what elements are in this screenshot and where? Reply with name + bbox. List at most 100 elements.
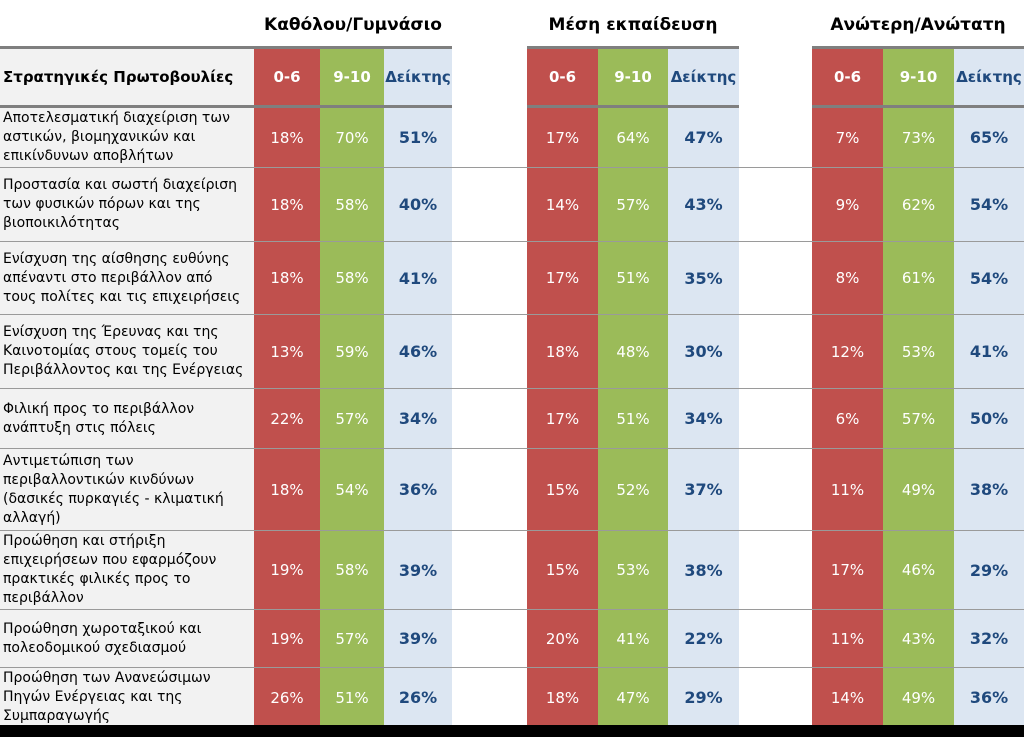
value-low-group-0: 13% [254, 314, 320, 389]
value-low-group-0: 26% [254, 667, 320, 728]
value-high-group-1: 53% [598, 530, 668, 610]
gap-cell [739, 106, 812, 168]
value-low-group-0: 18% [254, 106, 320, 168]
value-index-group-1: 29% [668, 667, 739, 728]
value-high-group-1: 41% [598, 609, 668, 668]
value-high-group-0: 54% [320, 448, 384, 531]
gap-cell [452, 314, 527, 389]
value-low-group-2: 6% [812, 388, 883, 449]
value-index-group-1: 47% [668, 106, 739, 168]
table-row: Αντιμετώπιση των περιβαλλοντικών κινδύνω… [0, 448, 1024, 531]
value-index-group-2: 54% [954, 167, 1024, 242]
value-index-group-0: 46% [384, 314, 452, 389]
value-high-group-0: 51% [320, 667, 384, 728]
table-row: Προώθηση χωροταξικού και πολεοδομικού σχ… [0, 609, 1024, 668]
initiative-label: Αποτελεσματική διαχείριση των αστικών, β… [0, 106, 254, 168]
value-index-group-2: 54% [954, 241, 1024, 315]
gap-cell [739, 448, 812, 531]
value-index-group-1: 22% [668, 609, 739, 668]
value-high-group-1: 64% [598, 106, 668, 168]
value-index-group-0: 39% [384, 609, 452, 668]
table-row: Ενίσχυση της Έρευνας και της Καινοτομίας… [0, 314, 1024, 389]
value-index-group-0: 40% [384, 167, 452, 242]
value-high-group-1: 51% [598, 388, 668, 449]
value-low-group-0: 18% [254, 448, 320, 531]
value-high-group-2: 46% [883, 530, 954, 610]
gap-cell [452, 48, 527, 107]
value-low-group-2: 17% [812, 530, 883, 610]
value-index-group-2: 32% [954, 609, 1024, 668]
value-high-group-2: 62% [883, 167, 954, 242]
value-high-group-0: 58% [320, 241, 384, 315]
group-title-secondary: Μέση εκπαίδευση [548, 15, 718, 35]
initiative-label: Προώθηση και στήριξη επιχειρήσεων που εφ… [0, 530, 254, 610]
value-high-group-0: 70% [320, 106, 384, 168]
value-index-group-2: 50% [954, 388, 1024, 449]
value-low-group-2: 14% [812, 667, 883, 728]
value-index-group-1: 43% [668, 167, 739, 242]
table-row: Ενίσχυση της αίσθησης ευθύνης απέναντι σ… [0, 241, 1024, 315]
initiative-label: Προώθηση χωροταξικού και πολεοδομικού σχ… [0, 609, 254, 668]
value-index-group-2: 41% [954, 314, 1024, 389]
table-row: Προώθηση και στήριξη επιχειρήσεων που εφ… [0, 530, 1024, 610]
header-low-2: 0-6 [812, 46, 883, 108]
value-high-group-1: 48% [598, 314, 668, 389]
table-row: Φιλική προς το περιβάλλον ανάπτυξη στις … [0, 388, 1024, 449]
gap-cell [739, 530, 812, 610]
value-low-group-0: 18% [254, 167, 320, 242]
value-low-group-0: 22% [254, 388, 320, 449]
value-low-group-1: 15% [527, 530, 598, 610]
value-low-group-0: 19% [254, 530, 320, 610]
value-low-group-1: 17% [527, 241, 598, 315]
value-high-group-1: 51% [598, 241, 668, 315]
value-low-group-1: 17% [527, 388, 598, 449]
value-index-group-1: 30% [668, 314, 739, 389]
gap-cell [452, 530, 527, 610]
value-index-group-0: 36% [384, 448, 452, 531]
header-index-2: Δείκτης [954, 46, 1024, 108]
value-index-group-2: 65% [954, 106, 1024, 168]
gap-cell [739, 609, 812, 668]
initiative-label: Ενίσχυση της Έρευνας και της Καινοτομίας… [0, 314, 254, 389]
header-low-1: 0-6 [527, 46, 598, 108]
initiative-label: Προστασία και σωστή διαχείριση των φυσικ… [0, 167, 254, 242]
value-low-group-1: 14% [527, 167, 598, 242]
value-high-group-0: 57% [320, 609, 384, 668]
header-high-0: 9-10 [320, 46, 384, 108]
header-row-label: Στρατηγικές Πρωτοβουλίες [0, 46, 254, 108]
gap-cell [739, 48, 812, 107]
table-row: Προστασία και σωστή διαχείριση των φυσικ… [0, 167, 1024, 242]
value-index-group-2: 36% [954, 667, 1024, 728]
table-row: Αποτελεσματική διαχείριση των αστικών, β… [0, 106, 1024, 168]
gap-cell [739, 667, 812, 728]
table-row: Προώθηση των Ανανεώσιμων Πηγών Ενέργειας… [0, 667, 1024, 728]
value-high-group-1: 57% [598, 167, 668, 242]
initiative-label: Αντιμετώπιση των περιβαλλοντικών κινδύνω… [0, 448, 254, 531]
value-high-group-2: 43% [883, 609, 954, 668]
value-high-group-0: 59% [320, 314, 384, 389]
value-low-group-1: 17% [527, 106, 598, 168]
initiative-label: Ενίσχυση της αίσθησης ευθύνης απέναντι σ… [0, 241, 254, 315]
value-low-group-1: 18% [527, 314, 598, 389]
value-low-group-2: 11% [812, 448, 883, 531]
value-low-group-2: 7% [812, 106, 883, 168]
gap-cell [739, 167, 812, 242]
value-index-group-2: 38% [954, 448, 1024, 531]
gap-cell [452, 241, 527, 315]
value-high-group-0: 57% [320, 388, 384, 449]
value-low-group-2: 8% [812, 241, 883, 315]
header-low-0: 0-6 [254, 46, 320, 108]
value-index-group-0: 26% [384, 667, 452, 728]
header-index-1: Δείκτης [668, 46, 739, 108]
value-low-group-1: 20% [527, 609, 598, 668]
value-low-group-0: 18% [254, 241, 320, 315]
value-low-group-2: 12% [812, 314, 883, 389]
gap-cell [739, 388, 812, 449]
gap-cell [452, 388, 527, 449]
value-low-group-1: 18% [527, 667, 598, 728]
header-high-2: 9-10 [883, 46, 954, 108]
value-high-group-2: 61% [883, 241, 954, 315]
value-index-group-1: 38% [668, 530, 739, 610]
value-index-group-1: 34% [668, 388, 739, 449]
gap-cell [452, 448, 527, 531]
